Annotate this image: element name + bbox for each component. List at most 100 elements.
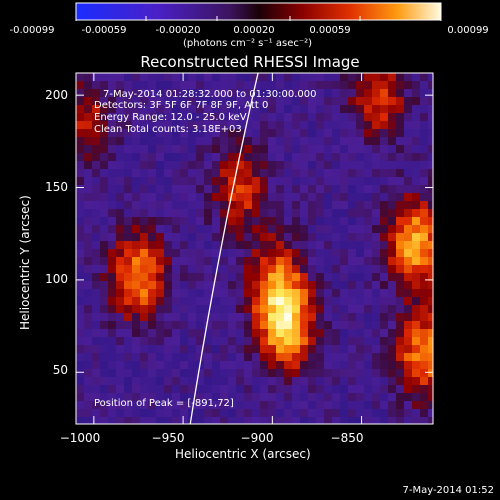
heatmap-cell	[428, 81, 433, 90]
heatmap-cell	[148, 417, 157, 424]
heatmap-cell	[212, 321, 221, 330]
heatmap-cell	[100, 305, 109, 314]
heatmap-cell	[172, 97, 181, 106]
heatmap-cell	[132, 321, 141, 330]
heatmap-cell	[428, 409, 433, 418]
heatmap-cell	[332, 177, 341, 186]
heatmap-cell	[428, 161, 433, 170]
heatmap-cell	[396, 137, 405, 146]
heatmap-cell	[292, 153, 301, 162]
heatmap-cell	[140, 97, 149, 106]
heatmap-cell	[260, 329, 269, 338]
heatmap-cell	[412, 305, 421, 314]
heatmap-cell	[268, 177, 277, 186]
heatmap-cell	[236, 369, 245, 378]
heatmap-cell	[76, 217, 85, 226]
heatmap-cell	[92, 369, 101, 378]
heatmap-cell	[380, 225, 389, 234]
heatmap-cell	[84, 89, 93, 98]
heatmap-cell	[100, 289, 109, 298]
heatmap-cell	[316, 177, 325, 186]
heatmap-cell	[300, 217, 309, 226]
heatmap-cell	[164, 105, 173, 114]
heatmap-cell	[260, 241, 269, 250]
heatmap-cell	[132, 201, 141, 210]
heatmap-cell	[196, 81, 205, 90]
heatmap-cell	[124, 249, 133, 258]
heatmap-cell	[196, 249, 205, 258]
heatmap-cell	[412, 353, 421, 362]
heatmap-cell	[284, 401, 293, 410]
heatmap-cell	[84, 369, 93, 378]
heatmap-cell	[252, 73, 261, 82]
heatmap-cell	[156, 81, 165, 90]
heatmap-cell	[172, 337, 181, 346]
heatmap-cell	[324, 313, 333, 322]
heatmap-cell	[380, 305, 389, 314]
heatmap-cell	[220, 265, 229, 274]
heatmap-cell	[140, 233, 149, 242]
heatmap-cell	[324, 81, 333, 90]
heatmap-cell	[388, 305, 397, 314]
heatmap-cell	[164, 409, 173, 418]
heatmap-cell	[124, 241, 133, 250]
heatmap-cell	[244, 145, 253, 154]
heatmap-cell	[108, 177, 117, 186]
heatmap-cell	[380, 185, 389, 194]
heatmap-cell	[252, 289, 261, 298]
heatmap-cell	[332, 201, 341, 210]
heatmap-cell	[356, 417, 365, 424]
heatmap-cell	[84, 257, 93, 266]
heatmap-cell	[324, 161, 333, 170]
heatmap-cell	[268, 265, 277, 274]
heatmap-cell	[156, 369, 165, 378]
heatmap-cell	[204, 97, 213, 106]
heatmap-cell	[356, 169, 365, 178]
heatmap-cell	[396, 105, 405, 114]
heatmap-cell	[324, 265, 333, 274]
heatmap-cell	[100, 345, 109, 354]
heatmap-cell	[212, 129, 221, 138]
heatmap-cell	[140, 369, 149, 378]
heatmap-cell	[404, 297, 413, 306]
heatmap-cell	[308, 241, 317, 250]
heatmap-cell	[404, 337, 413, 346]
heatmap-cell	[172, 161, 181, 170]
heatmap-cell	[164, 273, 173, 282]
heatmap-cell	[284, 233, 293, 242]
heatmap-cell	[252, 409, 261, 418]
heatmap-cell	[396, 233, 405, 242]
heatmap-cell	[116, 145, 125, 154]
heatmap-cell	[356, 129, 365, 138]
heatmap-cell	[108, 393, 117, 402]
heatmap-cell	[188, 273, 197, 282]
heatmap-cell	[340, 161, 349, 170]
heatmap-cell	[188, 105, 197, 114]
heatmap-cell	[252, 113, 261, 122]
heatmap-cell	[412, 233, 421, 242]
heatmap-cell	[140, 113, 149, 122]
heatmap-cell	[212, 81, 221, 90]
heatmap-cell	[252, 201, 261, 210]
heatmap-cell	[124, 153, 133, 162]
heatmap-cell	[116, 361, 125, 370]
heatmap-cell	[196, 121, 205, 130]
heatmap-cell	[212, 265, 221, 274]
heatmap-cell	[244, 185, 253, 194]
heatmap-cell	[340, 337, 349, 346]
heatmap-cell	[292, 305, 301, 314]
heatmap-cell	[404, 177, 413, 186]
heatmap-cell	[204, 177, 213, 186]
heatmap-cell	[428, 313, 433, 322]
heatmap-cell	[140, 209, 149, 218]
heatmap-cell	[148, 369, 157, 378]
heatmap-cell	[412, 145, 421, 154]
heatmap-cell	[396, 377, 405, 386]
heatmap-cell	[348, 153, 357, 162]
heatmap-cell	[196, 393, 205, 402]
heatmap-cell	[356, 321, 365, 330]
heatmap-cell	[364, 313, 373, 322]
heatmap-cell	[220, 409, 229, 418]
heatmap-cell	[204, 137, 213, 146]
heatmap-cell	[364, 201, 373, 210]
